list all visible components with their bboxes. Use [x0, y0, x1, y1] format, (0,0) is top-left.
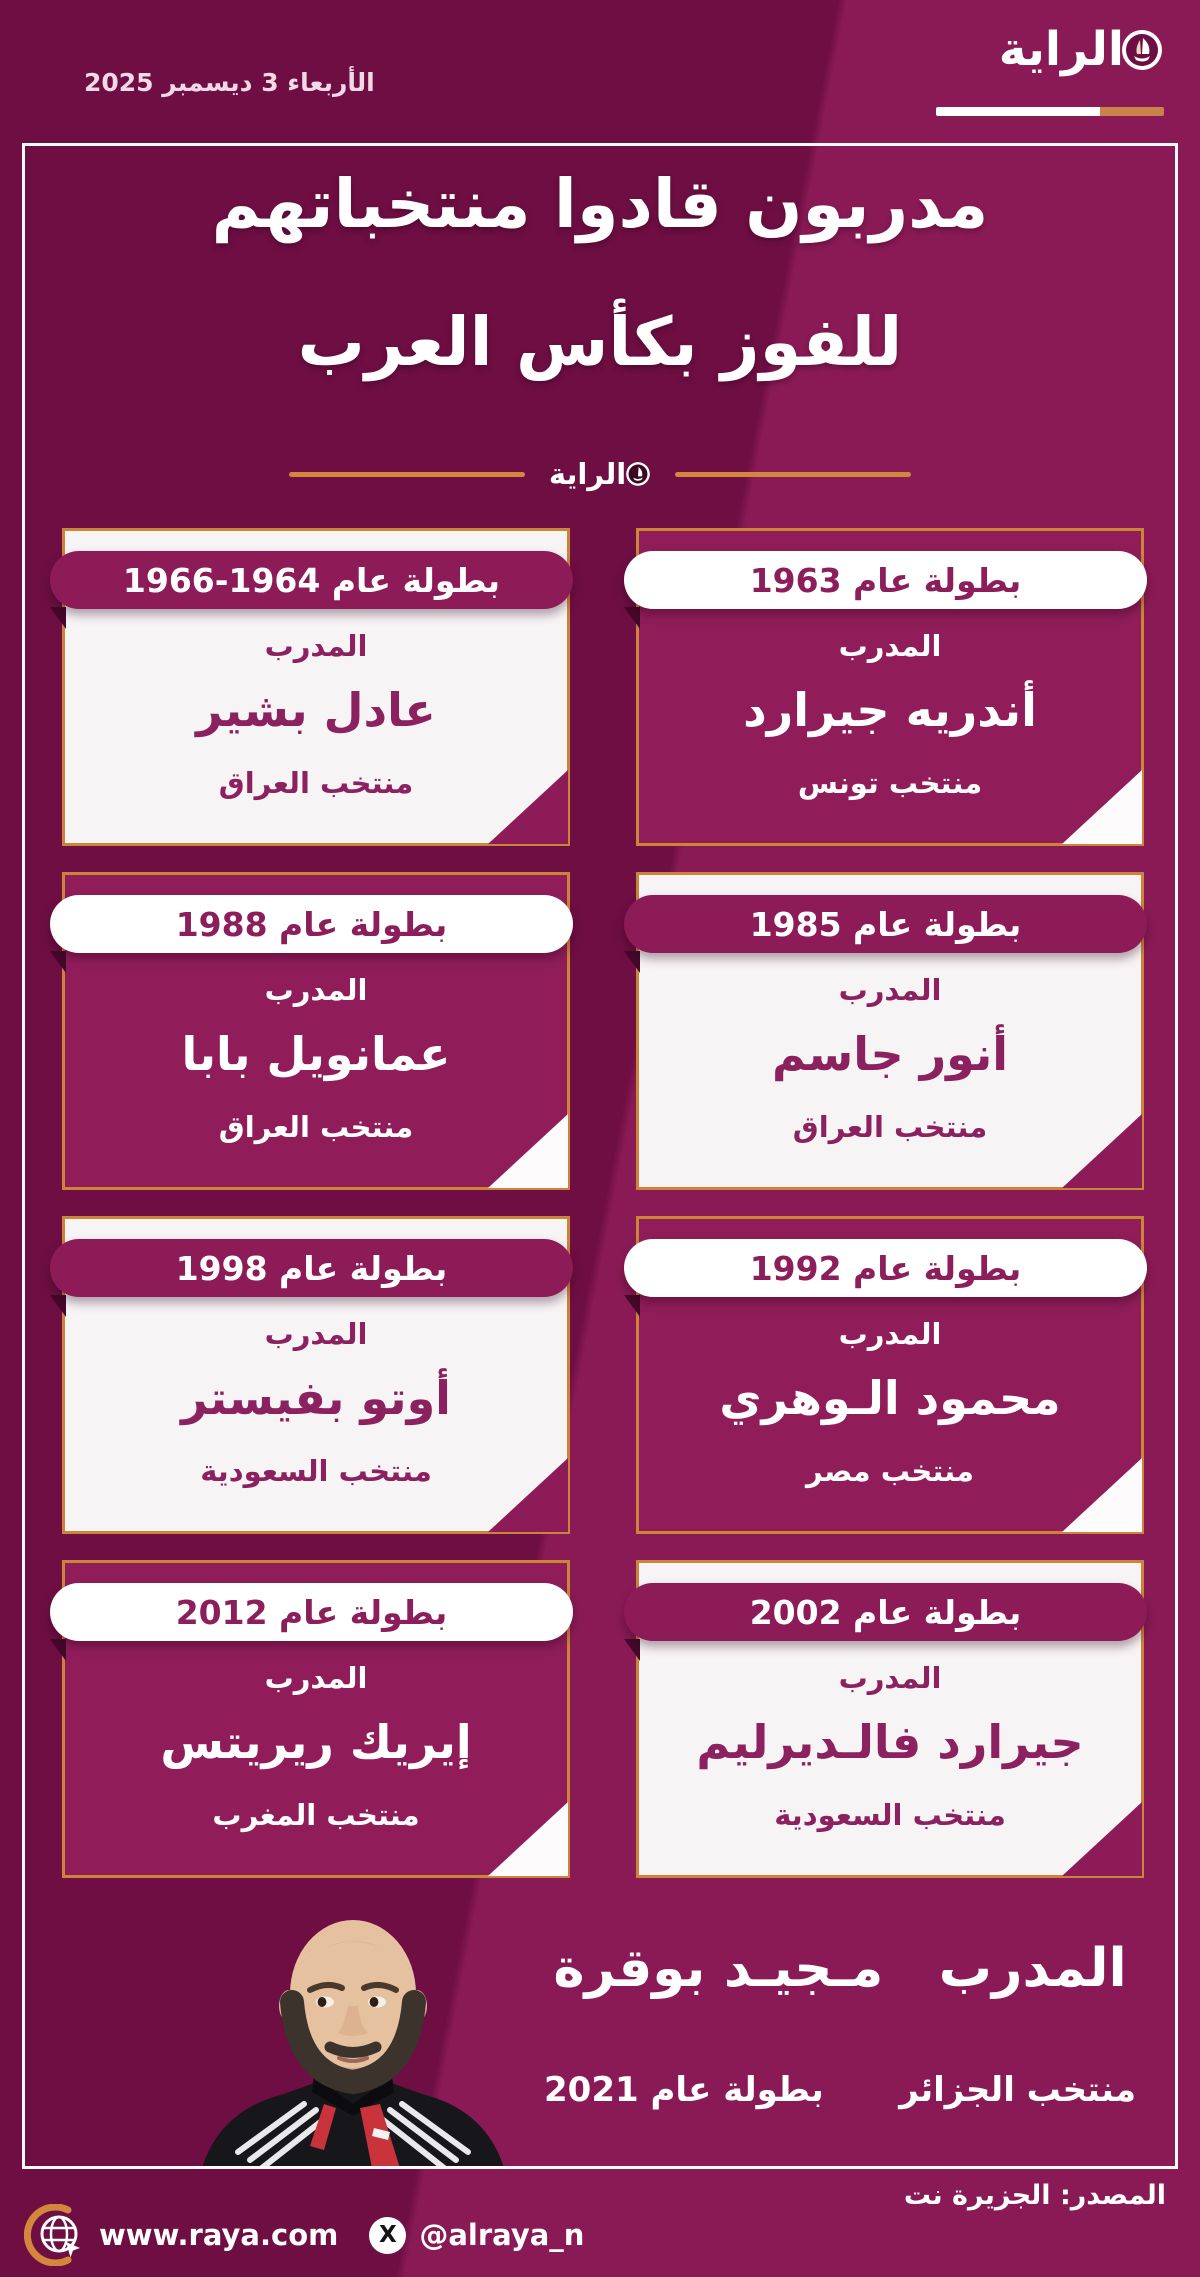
cards-row-4: بطولة عام 2002 المدرب جيرارد فالـديرليم … [50, 1560, 1147, 1878]
cards-row-2: بطولة عام 1985 المدرب أنور جاسم منتخب ال… [50, 872, 1147, 1190]
banner-fold [624, 951, 640, 973]
banner-fold [50, 607, 66, 629]
coach-name: أندريه جيرارد [743, 683, 1037, 737]
main-title-line2: للفوز بكأس العرب [297, 303, 903, 381]
divider-logo-text: الراية [548, 457, 627, 491]
bottom-team: منتخب الجزائر [899, 2070, 1136, 2110]
card-content: المدرب أنور جاسم منتخب العراق [639, 875, 1141, 1187]
card-content: المدرب عادل بشير منتخب العراق [65, 531, 567, 843]
team-name: منتخب السعودية [200, 1453, 432, 1488]
coach-card-1992: بطولة عام 1992 المدرب محمود الـوهري منتخ… [624, 1216, 1147, 1534]
team-name: منتخب السعودية [774, 1797, 1006, 1832]
logo-underline-bar [936, 107, 1164, 116]
banner-fold [624, 1295, 640, 1317]
coach-card-1964-1966: بطولة عام 1964-1966 المدرب عادل بشير منت… [50, 528, 573, 846]
divider-line-left [288, 471, 525, 477]
x-twitter-icon: X [369, 2216, 407, 2254]
year-banner: بطولة عام 2002 [624, 1583, 1147, 1641]
footer-bar: www.raya.com X @alraya_n [24, 2204, 584, 2266]
banner-fold [624, 1639, 640, 1661]
coach-card-1963: بطولة عام 1963 المدرب أندريه جيرارد منتخ… [624, 528, 1147, 846]
coach-name: إيريك ريريتس [160, 1715, 472, 1769]
coach-label: المدرب [264, 629, 368, 663]
cards-row-1: بطولة عام 1963 المدرب أندريه جيرارد منتخ… [50, 528, 1147, 846]
raya-emblem-icon [1122, 29, 1162, 70]
coach-label: المدرب [264, 1661, 368, 1695]
coach-label: المدرب [264, 1317, 368, 1351]
coach-name: جيرارد فالـديرليم [696, 1715, 1084, 1769]
coach-label: المدرب [838, 629, 942, 663]
year-banner: بطولة عام 1964-1966 [50, 551, 573, 609]
publication-date: الأربعاء 3 ديسمبر 2025 [84, 68, 375, 97]
coach-cards-grid: بطولة عام 1963 المدرب أندريه جيرارد منتخ… [50, 528, 1147, 1878]
card-content: المدرب جيرارد فالـديرليم منتخب السعودية [639, 1563, 1141, 1875]
coach-photo [202, 1920, 504, 2168]
team-name: منتخب تونس [797, 765, 983, 800]
banner-fold [624, 607, 640, 629]
coach-label: المدرب [838, 1317, 942, 1351]
website-url[interactable]: www.raya.com [99, 2218, 339, 2252]
raya-logo-text: الراية [998, 22, 1124, 77]
cards-row-3: بطولة عام 1992 المدرب محمود الـوهري منتخ… [50, 1216, 1147, 1534]
coach-card-1998: بطولة عام 1998 المدرب أوتو بفيستر منتخب … [50, 1216, 573, 1534]
team-name: منتخب العراق [792, 1109, 988, 1144]
coach-card-1985: بطولة عام 1985 المدرب أنور جاسم منتخب ال… [624, 872, 1147, 1190]
banner-fold [50, 951, 66, 973]
team-name: منتخب مصر [806, 1453, 974, 1488]
coach-label: المدرب [838, 1661, 942, 1695]
coach-card-1988: بطولة عام 1988 المدرب عمانويل بابا منتخب… [50, 872, 573, 1190]
title-divider: الراية [0, 448, 1200, 500]
coach-label: المدرب [264, 973, 368, 1007]
year-banner: بطولة عام 1992 [624, 1239, 1147, 1297]
main-title-line1: مدربون قادوا منتخباتهم [211, 165, 989, 243]
card-content: المدرب أوتو بفيستر منتخب السعودية [65, 1219, 567, 1531]
bottom-coach-title: المدرب مـجيـد بوقرة [553, 1938, 1127, 1999]
coach-name: محمود الـوهري [719, 1371, 1061, 1425]
coach-card-2002: بطولة عام 2002 المدرب جيرارد فالـديرليم … [624, 1560, 1147, 1878]
year-banner: بطولة عام 2012 [50, 1583, 573, 1641]
coach-name: أنور جاسم [771, 1027, 1009, 1081]
divider-line-right [675, 471, 912, 477]
year-banner: بطولة عام 1998 [50, 1239, 573, 1297]
team-name: منتخب المغرب [212, 1797, 420, 1832]
coach-label: المدرب [838, 973, 942, 1007]
card-content: المدرب محمود الـوهري منتخب مصر [639, 1219, 1141, 1531]
raya-emblem-icon [626, 462, 650, 486]
year-banner: بطولة عام 1988 [50, 895, 573, 953]
banner-fold [50, 1639, 66, 1661]
team-name: منتخب العراق [218, 765, 414, 800]
coach-name: عادل بشير [196, 683, 436, 737]
year-banner: بطولة عام 1985 [624, 895, 1147, 953]
year-banner: بطولة عام 1963 [624, 551, 1147, 609]
team-name: منتخب العراق [218, 1109, 414, 1144]
divider-raya-logo: الراية [549, 457, 651, 491]
coach-name: أوتو بفيستر [181, 1371, 451, 1425]
x-glyph: X [378, 2222, 397, 2248]
source-credit: المصدر: الجزيرة نت [903, 2180, 1166, 2211]
banner-fold [50, 1295, 66, 1317]
card-content: المدرب أندريه جيرارد منتخب تونس [639, 531, 1141, 843]
coach-name: عمانويل بابا [181, 1027, 451, 1081]
bottom-coach-details: منتخب الجزائر بطولة عام 2021 [530, 2070, 1150, 2110]
bottom-year: بطولة عام 2021 [544, 2070, 824, 2110]
twitter-handle[interactable]: @alraya_n [419, 2218, 585, 2252]
card-content: المدرب عمانويل بابا منتخب العراق [65, 875, 567, 1187]
card-content: المدرب إيريك ريريتس منتخب المغرب [65, 1563, 567, 1875]
coach-card-2012: بطولة عام 2012 المدرب إيريك ريريتس منتخب… [50, 1560, 573, 1878]
raya-logo: الراية [999, 22, 1164, 77]
globe-website-icon [24, 2204, 80, 2266]
